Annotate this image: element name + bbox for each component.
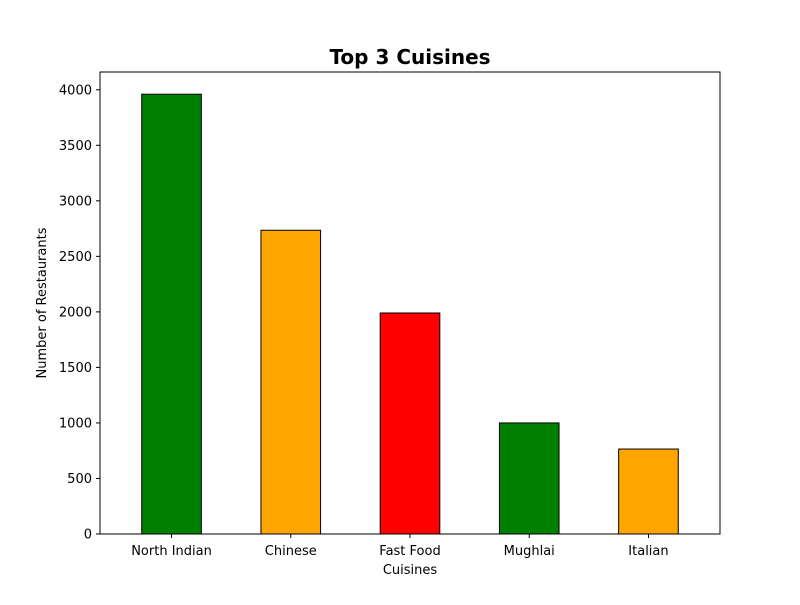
y-tick-label: 1500 bbox=[59, 361, 92, 376]
bar-italian bbox=[618, 448, 679, 535]
y-tick-label: 4000 bbox=[59, 83, 92, 98]
bars-group bbox=[141, 93, 679, 535]
x-tick-label: Mughlai bbox=[504, 544, 555, 559]
y-tick-label: 500 bbox=[67, 472, 92, 487]
x-axis: North Indian Chinese Fast Food Mughlai Itali… bbox=[131, 534, 669, 559]
x-tick-label: Fast Food bbox=[379, 544, 440, 559]
x-tick-label: Italian bbox=[628, 544, 668, 559]
y-tick-label: 2500 bbox=[59, 250, 92, 265]
x-tick-label: Chinese bbox=[265, 544, 317, 559]
y-axis-label: Number of Restaurants bbox=[35, 227, 50, 378]
plot-frame bbox=[99, 71, 721, 535]
y-axis: 0 500 1000 1500 2000 2500 3000 3500 4000 bbox=[59, 83, 100, 543]
y-tick-label: 2000 bbox=[59, 305, 92, 320]
y-tick-label: 1000 bbox=[59, 416, 92, 431]
y-tick-label: 3000 bbox=[59, 194, 92, 209]
bar-north-indian bbox=[141, 93, 202, 535]
x-axis-label: Cuisines bbox=[383, 563, 438, 578]
bar-chinese bbox=[260, 229, 322, 535]
x-tick-label: North Indian bbox=[131, 544, 212, 559]
chart-title: Top 3 Cuisines bbox=[329, 45, 490, 69]
y-tick-label: 3500 bbox=[59, 139, 92, 154]
bar-fast-food bbox=[379, 312, 441, 535]
bar-mughlai bbox=[498, 422, 560, 535]
y-tick-label: 0 bbox=[84, 528, 92, 543]
